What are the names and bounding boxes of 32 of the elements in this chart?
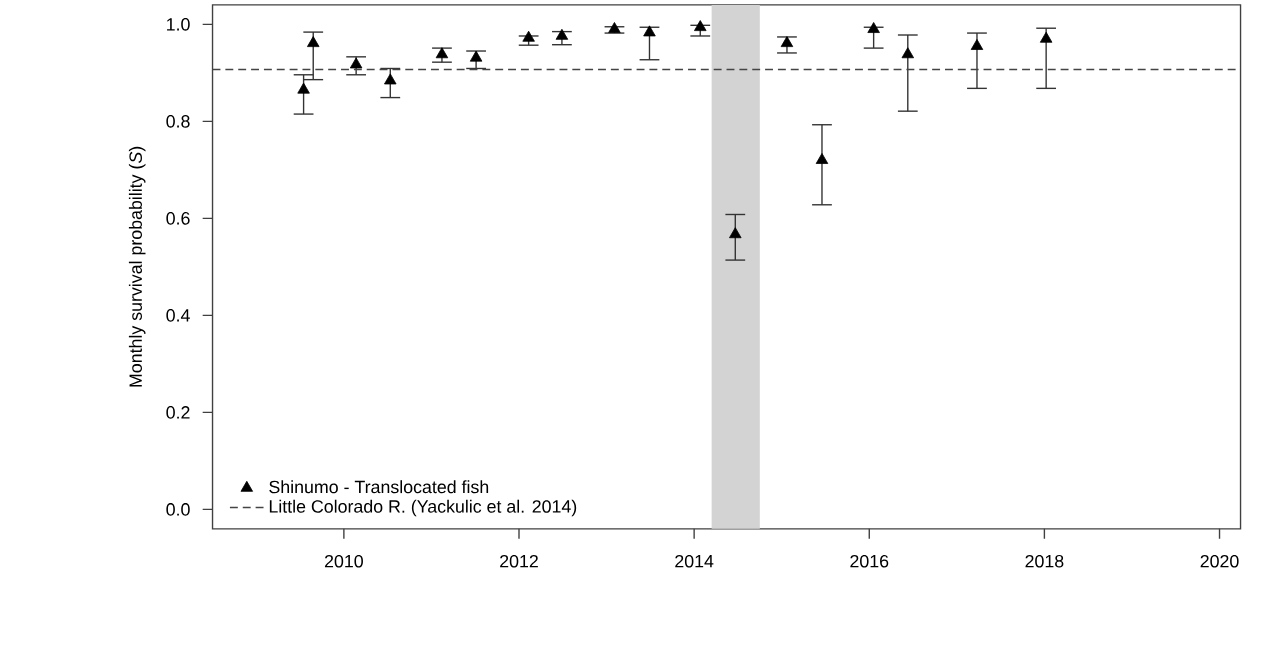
x-tick-label: 2014 — [675, 554, 714, 568]
x-tick-label: 2010 — [324, 554, 363, 568]
x-tick-label: 2012 — [500, 554, 538, 568]
point — [384, 73, 397, 85]
point — [780, 35, 794, 47]
point — [729, 227, 742, 238]
legend-label: Little Colorado R. (Yackulic et al. 2014) — [269, 499, 577, 517]
y-axis-title: Monthly survival probability (S) — [128, 146, 146, 387]
y-tick-label: 0.2 — [166, 405, 190, 419]
point — [815, 152, 829, 164]
x-tick-label: 2020 — [1200, 554, 1239, 568]
x-tick-label: 2016 — [850, 554, 889, 568]
point — [867, 21, 880, 33]
point — [970, 38, 984, 50]
point — [608, 21, 621, 33]
y-tick-label: 1.0 — [167, 17, 190, 31]
point — [307, 35, 320, 47]
y-tick-label: 0.0 — [166, 502, 190, 516]
y-tick-label: 0.8 — [166, 114, 190, 128]
point — [555, 28, 569, 40]
point — [469, 50, 483, 62]
point — [643, 25, 656, 37]
point — [901, 47, 915, 58]
legend-label: Shinumo - Translocated fish — [269, 480, 489, 494]
y-tick-label: 0.6 — [166, 211, 190, 225]
point — [1039, 31, 1053, 43]
y-tick-label: 0.4 — [166, 308, 190, 322]
point — [522, 30, 535, 42]
point — [694, 19, 707, 31]
point — [435, 47, 449, 58]
x-tick-label: 2018 — [1025, 554, 1064, 568]
point — [297, 82, 310, 94]
